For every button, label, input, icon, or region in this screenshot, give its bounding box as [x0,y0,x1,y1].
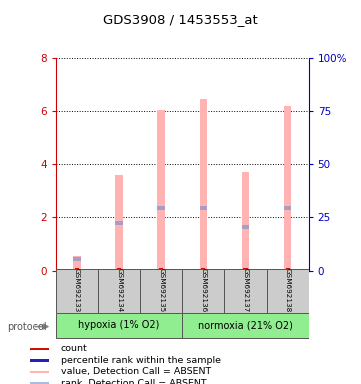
Text: GSM692137: GSM692137 [243,268,248,312]
Bar [201,268,205,271]
Bar [56,269,98,313]
Text: normoxia (21% O2): normoxia (21% O2) [198,321,293,331]
Bar [73,256,81,271]
Bar [200,206,207,210]
Text: percentile rank within the sample: percentile rank within the sample [61,356,221,365]
Text: value, Detection Call = ABSENT: value, Detection Call = ABSENT [61,367,211,376]
Text: hypoxia (1% O2): hypoxia (1% O2) [78,321,160,331]
Bar [140,269,182,313]
Bar [242,172,249,271]
Bar [286,268,290,271]
Bar [225,269,266,313]
Bar [73,257,81,261]
Bar [284,106,291,271]
Bar [30,382,49,384]
Text: protocol: protocol [7,322,47,332]
Bar [242,225,249,229]
Text: count: count [61,344,87,353]
Text: GSM692135: GSM692135 [158,268,164,312]
Bar [200,99,207,271]
Bar [30,359,49,361]
Bar [243,268,248,271]
Text: GSM692133: GSM692133 [74,268,80,312]
Bar [182,313,309,338]
Bar [266,269,309,313]
Bar [30,348,49,350]
Bar [115,221,123,225]
Text: GSM692136: GSM692136 [200,268,206,312]
Text: rank, Detection Call = ABSENT: rank, Detection Call = ABSENT [61,379,206,384]
Text: GSM692134: GSM692134 [116,268,122,312]
Bar [284,206,291,210]
Bar [117,268,121,271]
Bar [159,268,163,271]
Text: GDS3908 / 1453553_at: GDS3908 / 1453553_at [103,13,258,26]
Text: GSM692138: GSM692138 [284,268,291,312]
Bar [115,175,123,271]
Bar [30,371,49,373]
Bar [157,109,165,271]
Bar [157,206,165,210]
Bar [75,268,79,271]
Bar [182,269,225,313]
Bar [56,313,182,338]
Bar [98,269,140,313]
